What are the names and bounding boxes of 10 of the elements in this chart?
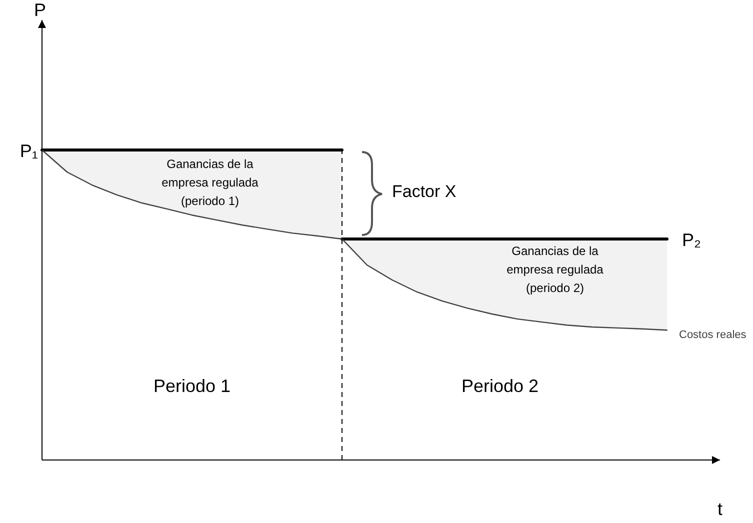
annotation: Ganancias de la empresa regulada (periodo 2) xyxy=(506,244,604,296)
text: P₂ xyxy=(682,230,702,250)
x-axis-title: t xyxy=(717,499,723,519)
annotation: Periodo 2 xyxy=(461,376,539,396)
series-label: Costos reales xyxy=(679,329,747,342)
annotation: Factor X xyxy=(392,182,456,201)
annotation: Periodo 1 xyxy=(153,376,231,396)
annotation: P₁ xyxy=(20,141,38,161)
annotation: Ganancias de la empresa regulada (periodo 1) xyxy=(162,157,259,208)
text: P xyxy=(34,0,46,20)
